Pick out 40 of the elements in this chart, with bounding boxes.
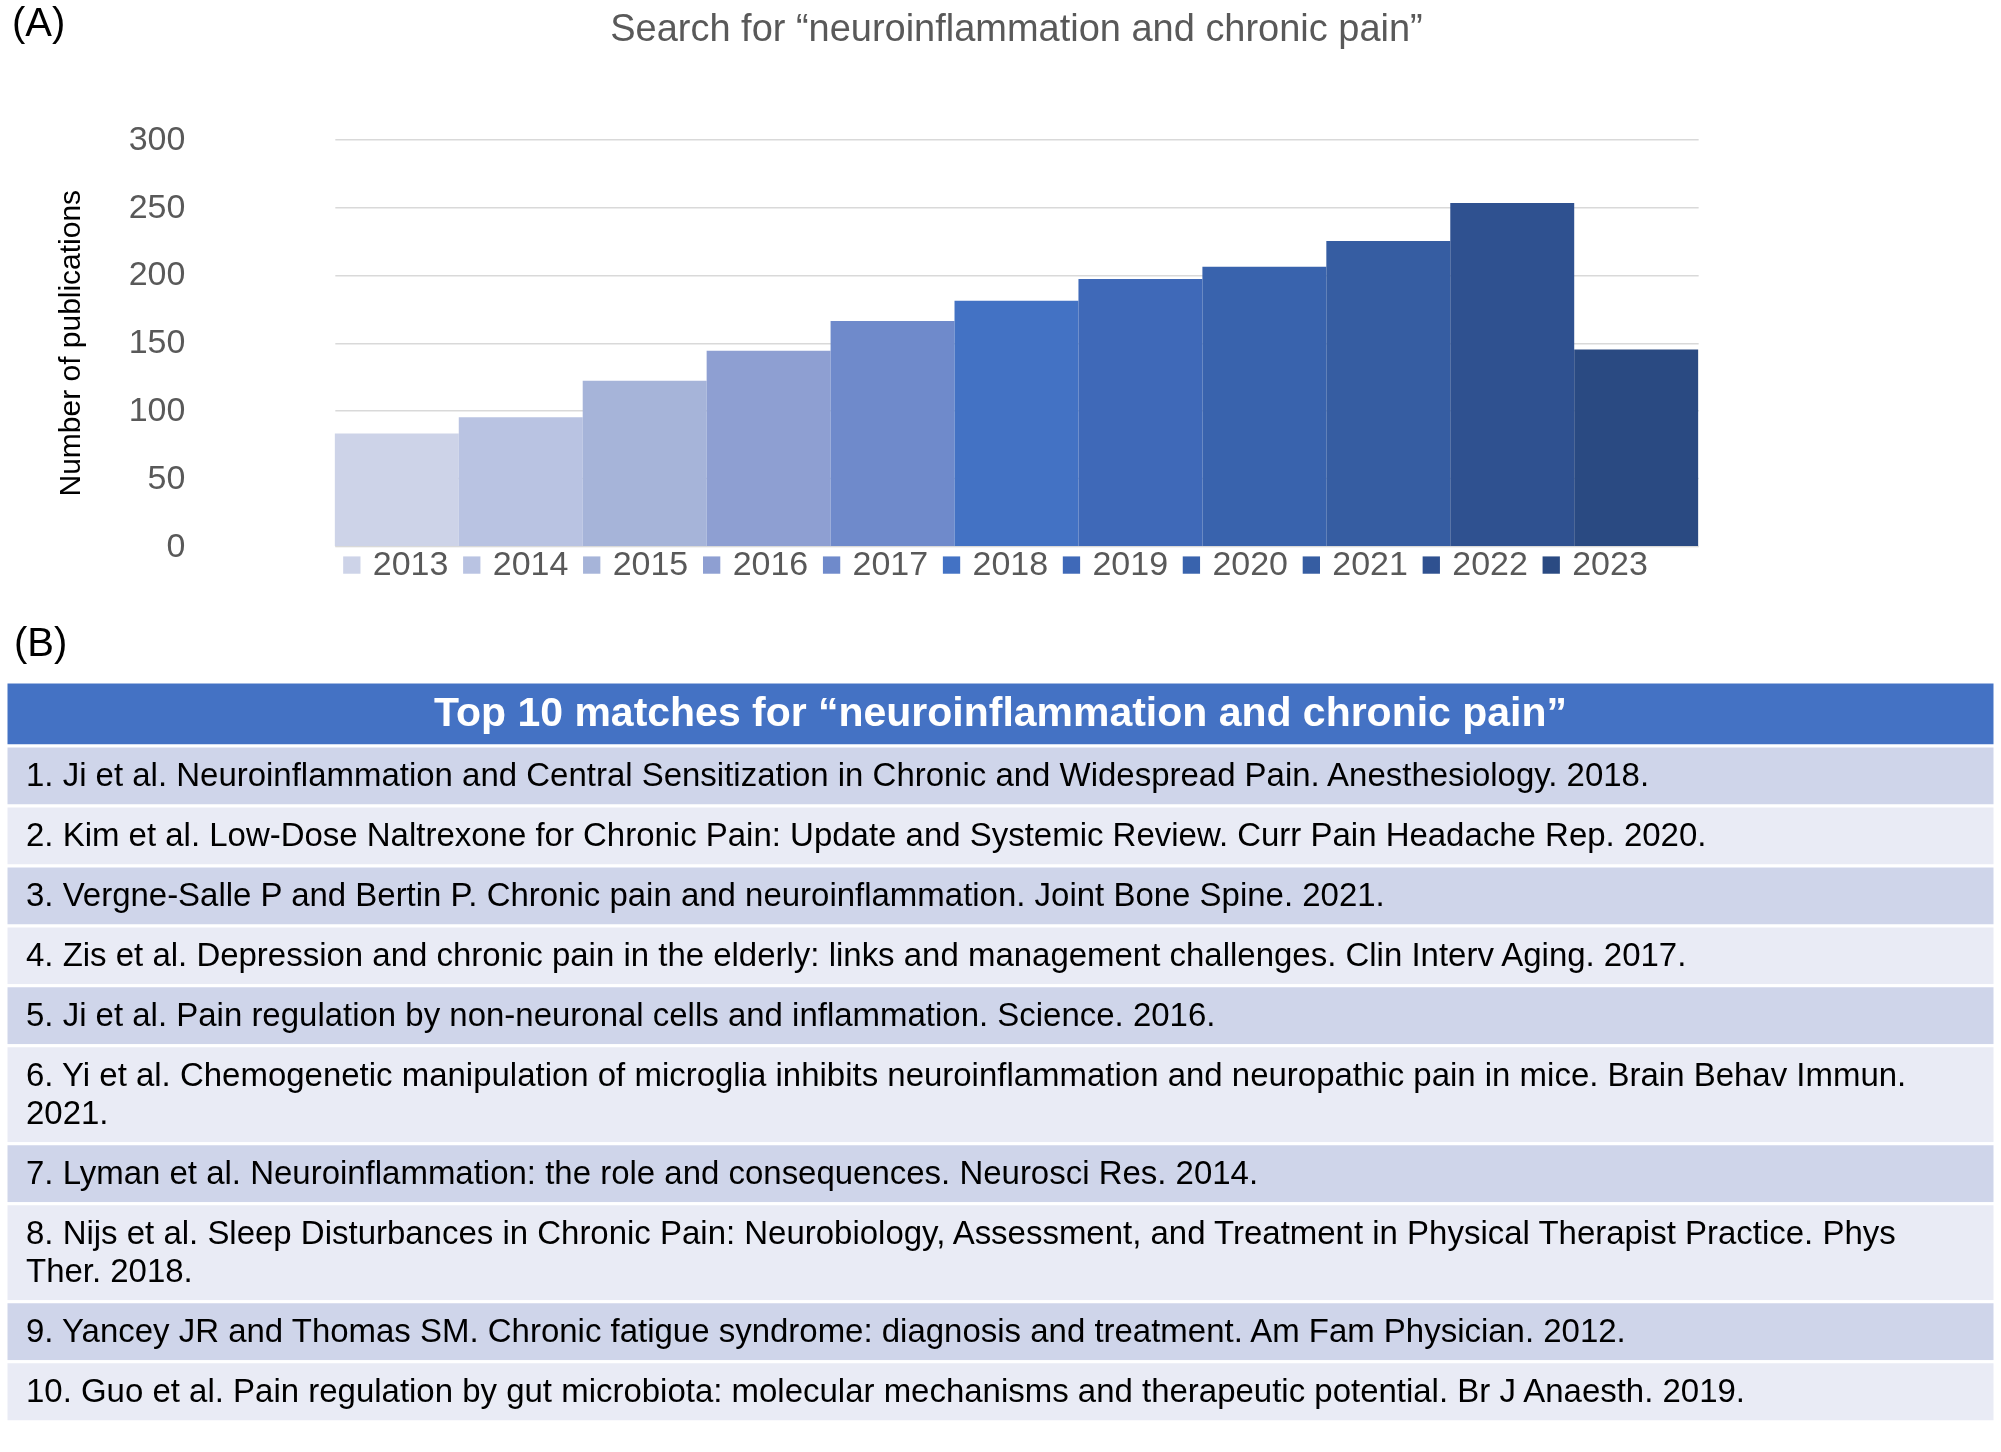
text: Top 10 matches for “neuroinflammation and chronic pain” (434, 688, 1567, 735)
legend-label: 2018 (972, 544, 1049, 583)
text: (A) (11, 0, 66, 45)
bar (582, 380, 707, 547)
legend-label: 2017 (852, 544, 929, 583)
text: 1. Ji et al. Neuroinflammation and Central Sensitization in Chronic and Widespread Pain. Anesthesiology. 2018. (25, 755, 1650, 793)
bar (334, 433, 459, 547)
legend-label: 2016 (732, 544, 809, 583)
legend-label: 2019 (1092, 544, 1169, 583)
y-tick-label: 150 (128, 322, 186, 361)
text: 6. Yi et al. Chemogenetic manipulation of microglia inhibits neuroinflammation and neuropathic pain in mice. Brain Behav Immun. 2021. (25, 1055, 1907, 1131)
y-axis-title: Number of publications (53, 189, 87, 497)
y-tick-label: 100 (128, 389, 186, 428)
text: 9. Yancey JR and Thomas SM. Chronic fatigue syndrome: diagnosis and treatment. Am Fam Physician. 2012. (25, 1311, 1626, 1349)
legend-label: 2021 (1332, 544, 1408, 583)
y-tick-label: 0 (166, 525, 186, 564)
legend-label: 2013 (372, 544, 449, 583)
bar (1574, 349, 1699, 547)
legend-label: 2014 (492, 544, 569, 583)
bar (1450, 203, 1575, 547)
text: 7. Lyman et al. Neuroinflammation: the role and consequences. Neurosci Res. 2014. (25, 1153, 1259, 1191)
text: 8. Nijs et al. Sleep Disturbances in Chronic Pain: Neurobiology, Assessment, and Treatment in Physical Therapist Practice. Phys Ther. 2018. (25, 1213, 1896, 1289)
legend-label: 2015 (612, 544, 689, 583)
text: 5. Ji et al. Pain regulation by non-neuronal cells and inflammation. Science. 2016. (25, 995, 1216, 1033)
bar (706, 350, 831, 547)
y-tick-label: 250 (128, 186, 186, 225)
legend-label: 2020 (1212, 544, 1288, 583)
legend-label: 2022 (1452, 544, 1528, 583)
legend-label: 2023 (1572, 544, 1648, 583)
y-tick-label: 300 (128, 118, 186, 157)
y-tick-label: 200 (128, 254, 186, 293)
chart-title: Search for “neuroinflammation and chronic pain” (610, 7, 1423, 50)
text: 4. Zis et al. Depression and chronic pain in the elderly: links and management challenges. Clin Interv Aging. 2017. (25, 935, 1687, 973)
text: 10. Guo et al. Pain regulation by gut microbiota: molecular mechanisms and therapeutic potential. Br J Anaesth. 2019. (25, 1371, 1746, 1409)
y-tick-label: 50 (147, 457, 186, 496)
text: (B) (13, 620, 68, 665)
text: 3. Vergne-Salle P and Bertin P. Chronic pain and neuroinflammation. Joint Bone Spine. 2021. (25, 875, 1385, 913)
text: 2. Kim et al. Low-Dose Naltrexone for Chronic Pain: Update and Systemic Review. Curr Pain Headache Rep. 2020. (25, 815, 1707, 853)
bar (830, 320, 955, 547)
bar (458, 417, 583, 547)
